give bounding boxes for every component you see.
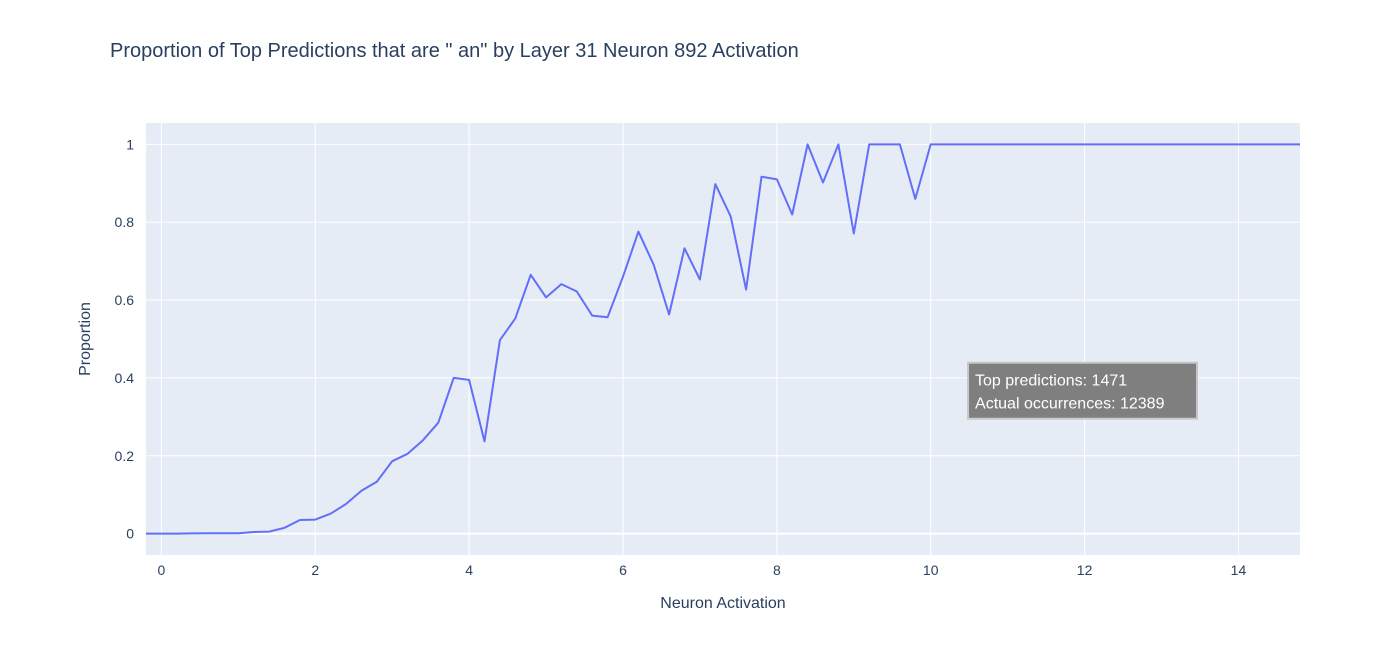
x-gridlines <box>160 123 1239 555</box>
x-axis-label: Neuron Activation <box>660 595 785 612</box>
y-tick-label: 0.2 <box>115 448 135 464</box>
x-tick-label: 14 <box>1231 562 1247 578</box>
chart-title: Proportion of Top Predictions that are "… <box>110 40 799 62</box>
series-line <box>146 143 1300 535</box>
y-tick-label: 0.4 <box>115 370 135 386</box>
annotation-box: Top predictions: 1471 Actual occurrences… <box>967 361 1199 420</box>
x-tick-label: 4 <box>465 562 473 578</box>
x-tick-labels: 0 2 4 6 8 10 12 14 <box>157 562 1246 578</box>
x-tick-label: 10 <box>923 562 939 578</box>
annotation-background <box>967 361 1199 420</box>
series-lines <box>146 143 1300 535</box>
y-axis-label: Proportion <box>77 302 94 376</box>
y-tick-label: 0.6 <box>115 292 135 308</box>
annotation-actual-occurrences: Actual occurrences: 12389 <box>975 396 1165 413</box>
x-tick-label: 0 <box>157 562 165 578</box>
x-tick-label: 12 <box>1077 562 1093 578</box>
x-tick-label: 6 <box>619 562 627 578</box>
y-tick-labels: 0 0.2 0.4 0.6 0.8 1 <box>115 136 135 541</box>
y-tick-label: 0 <box>126 526 134 542</box>
y-tick-label: 1 <box>126 136 134 152</box>
annotation-top-predictions: Top predictions: 1471 <box>975 373 1127 390</box>
y-tick-label: 0.8 <box>115 214 135 230</box>
x-tick-label: 8 <box>773 562 781 578</box>
plot-area <box>146 123 1300 555</box>
x-tick-label: 2 <box>311 562 319 578</box>
